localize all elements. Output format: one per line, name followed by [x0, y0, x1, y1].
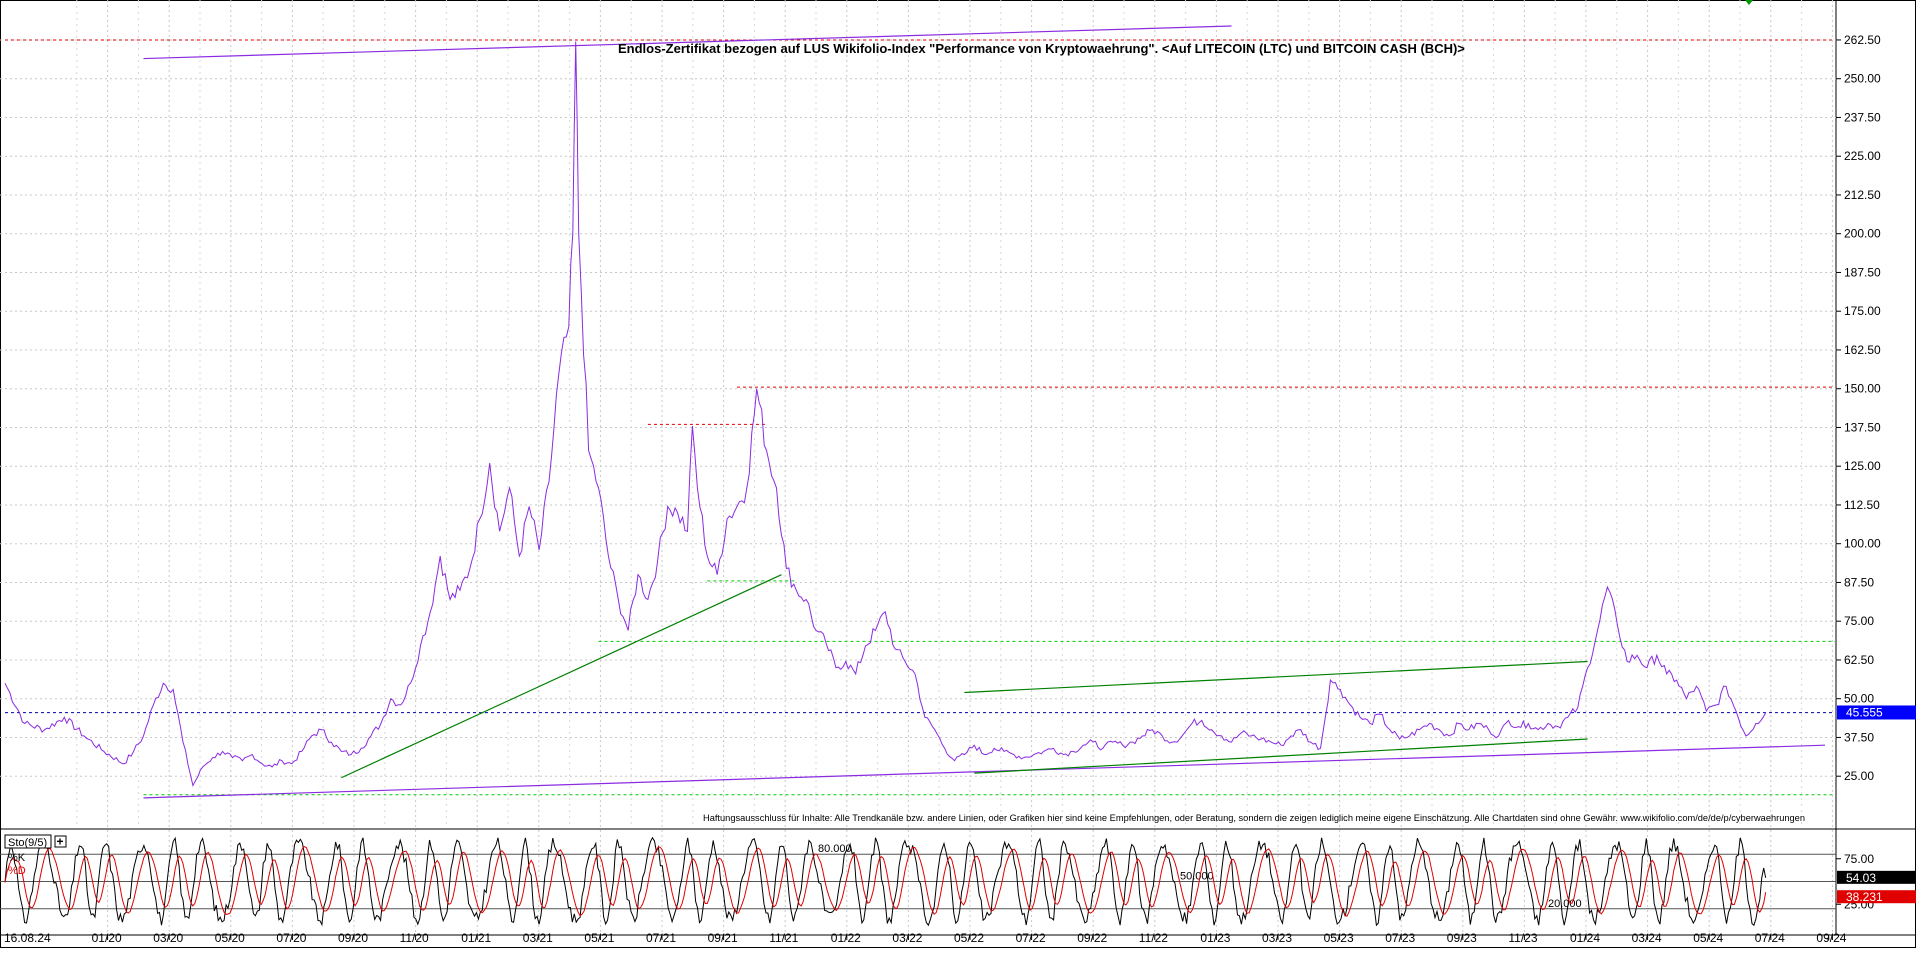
y-tick-label: 137.50: [1844, 420, 1881, 434]
y-tick-label: 100.00: [1844, 537, 1881, 551]
stochastic-tick-label: 75.00: [1844, 852, 1874, 866]
x-tick-label: 11/23: [1508, 931, 1537, 945]
x-tick-label: 11/22: [1139, 931, 1168, 945]
trendline: [341, 574, 782, 779]
x-tick-label: 03/20: [153, 931, 183, 945]
x-tick-label: 07/21: [646, 931, 676, 945]
y-tick-label: 162.50: [1844, 343, 1881, 357]
x-tick-label: 07/20: [276, 931, 306, 945]
y-tick-label: 262.50: [1844, 33, 1881, 47]
y-tick-label: 187.50: [1844, 265, 1881, 279]
stochastic-level-label: 80.000: [818, 843, 852, 855]
x-tick-label: 05/22: [954, 931, 984, 945]
x-axis-end-mark: -: [1826, 931, 1830, 945]
indicator-add-icon: +: [57, 835, 64, 849]
y-tick-label: 50.00: [1844, 692, 1874, 706]
trendline: [974, 738, 1588, 774]
x-tick-label: 01/21: [461, 931, 491, 945]
y-tick-label: 225.00: [1844, 149, 1881, 163]
last-k-label: 54.03: [1846, 871, 1876, 885]
chart-title: Endlos-Zertifikat bezogen auf LUS Wikifo…: [618, 41, 1465, 56]
last-d-label: 38.231: [1846, 890, 1883, 904]
stochastic-level-label: 20.000: [1548, 898, 1582, 910]
x-tick-label: 09/22: [1077, 931, 1107, 945]
stochastic-legend-entry: %D: [8, 865, 26, 877]
x-tick-label: 07/23: [1385, 931, 1415, 945]
x-tick-label: 09/21: [708, 931, 738, 945]
trendline: [143, 25, 1232, 60]
x-tick-label: 09/24: [1816, 931, 1846, 945]
y-tick-label: 237.50: [1844, 110, 1881, 124]
y-tick-label: 150.00: [1844, 382, 1881, 396]
stochastic-level-label: 50.000: [1180, 871, 1214, 883]
y-tick-label: 62.50: [1844, 653, 1874, 667]
trendline: [143, 744, 1826, 799]
y-tick-label: 250.00: [1844, 72, 1881, 86]
x-tick-label: 03/24: [1632, 931, 1662, 945]
x-tick-label: 16.08.24: [4, 931, 51, 945]
x-tick-label: 05/23: [1324, 931, 1354, 945]
indicator-add-button: [54, 835, 67, 848]
indicator-label-box: [4, 834, 52, 849]
stochastic-legend-entry: %K: [8, 852, 26, 864]
y-tick-label: 25.00: [1844, 769, 1874, 783]
last-d-marker: [1837, 890, 1916, 904]
x-tick-label: 01/22: [831, 931, 861, 945]
y-tick-label: 87.50: [1844, 575, 1874, 589]
x-tick-label: 03/22: [892, 931, 922, 945]
y-tick-label: 37.50: [1844, 730, 1874, 744]
x-tick-label: 07/22: [1016, 931, 1046, 945]
last-k-marker: [1837, 870, 1916, 884]
x-tick-label: 05/20: [215, 931, 245, 945]
y-tick-label: 125.00: [1844, 459, 1881, 473]
x-tick-label: 07/24: [1755, 931, 1785, 945]
x-tick-label: 01/24: [1570, 931, 1600, 945]
x-tick-label: 03/23: [1262, 931, 1292, 945]
stochastic-d-line: [4, 846, 1767, 917]
x-tick-label: 01/20: [92, 931, 122, 945]
x-tick-label: 01/23: [1200, 931, 1230, 945]
x-tick-label: 05/21: [584, 931, 614, 945]
trendline: [964, 660, 1588, 694]
x-tick-label: 05/24: [1693, 931, 1723, 945]
y-tick-label: 175.00: [1844, 304, 1881, 318]
stochastic-k-line: [4, 836, 1767, 927]
last-value-marker: [1837, 705, 1916, 720]
y-tick-label: 112.50: [1844, 498, 1880, 512]
last-value-label: 45.555: [1846, 705, 1883, 719]
x-tick-label: 11/20: [400, 931, 429, 945]
indicator-label: Sto(9/5): [8, 837, 47, 849]
price-grid: [0, 39, 1841, 777]
x-tick-label: 03/21: [523, 931, 553, 945]
price-series-line: [4, 41, 1767, 787]
x-tick-label: 09/20: [338, 931, 368, 945]
y-tick-label: 212.50: [1844, 188, 1881, 202]
chart-disclaimer: Haftungsausschluss für Inhalte: Alle Tre…: [703, 813, 1805, 823]
y-tick-label: 75.00: [1844, 614, 1874, 628]
x-tick-label: 11/21: [769, 931, 798, 945]
top-marker-arrow: [1745, 0, 1753, 5]
x-tick-label: 09/23: [1447, 931, 1477, 945]
y-tick-label: 200.00: [1844, 227, 1881, 241]
